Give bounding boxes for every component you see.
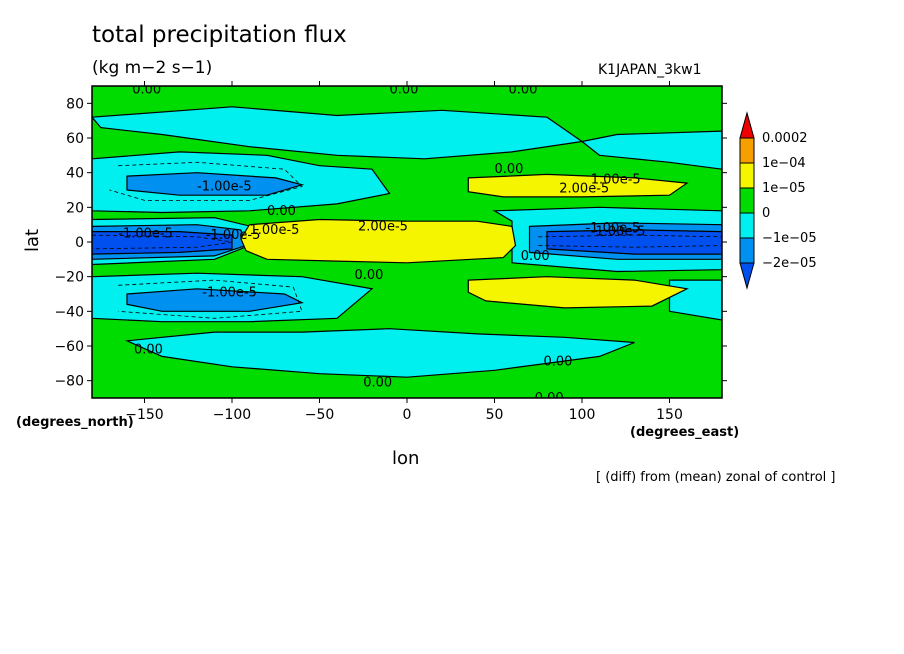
chart-title: total precipitation flux: [92, 22, 347, 48]
colorbar-label: 0: [762, 206, 770, 221]
colorbar-label: −2e−05: [762, 256, 817, 271]
colorbar-swatch: [739, 187, 755, 214]
negative-contour-line: [118, 279, 303, 319]
x-tick-label: 100: [569, 407, 596, 423]
y-tick-label: 60: [66, 131, 84, 147]
x-tick-label: −150: [125, 407, 163, 423]
colorbar-swatch: [739, 137, 755, 164]
colorbar-swatch: [739, 162, 755, 189]
colorbar-label: 1e−04: [762, 156, 806, 171]
footnote: [ (diff) from (mean) zonal of control ]: [596, 470, 836, 485]
colorbar: 0.0002 1e−04 1e−05 0 −1e−05 −2e−05: [739, 111, 817, 290]
x-axis-units: (degrees_east): [630, 425, 740, 440]
contour-label: 2.00e-5: [358, 219, 408, 234]
contour-label: 0.00: [355, 268, 384, 283]
x-tick-label: 50: [486, 407, 504, 423]
contour-label: 0.00: [267, 204, 296, 219]
contour-label: -1.00e-5: [118, 226, 173, 241]
contour-label: 0.00: [134, 342, 163, 357]
chart-units: (kg m−2 s−1): [92, 58, 213, 78]
y-tick-label: 40: [66, 166, 84, 182]
contour-region: [240, 218, 517, 264]
axis-ticks: −150 −100 −50 0 50 100 150 80 60 40 20 0 −20 −40 −60 −8…: [54, 81, 727, 423]
y-tick-label: −20: [54, 270, 84, 286]
contour-region: [580, 130, 722, 170]
x-tick-label: 150: [656, 407, 683, 423]
contour-label: 0.00: [509, 82, 538, 97]
colorbar-bottom-arrow: [739, 262, 755, 290]
colorbar-top-arrow: [739, 111, 755, 139]
x-axis-label: lon: [392, 448, 420, 469]
contour-label: 0.00: [390, 82, 419, 97]
contour-label: 0.00: [495, 162, 524, 177]
contour-label: 1.00e-5: [250, 223, 300, 238]
y-tick-label: 20: [66, 200, 84, 216]
contour-label: 0.00: [132, 82, 161, 97]
y-tick-label: −60: [54, 339, 84, 355]
contour-label: -1.00e-5: [586, 221, 641, 236]
contour-label: 0.00: [544, 355, 573, 370]
y-tick-label: −40: [54, 304, 84, 320]
colorbar-swatch: [739, 237, 755, 264]
negative-contour-line: [109, 161, 303, 201]
contour-label: 0.00: [521, 249, 550, 264]
contour-label: -1.00e-5: [206, 228, 261, 243]
y-tick-label: −80: [54, 374, 84, 390]
run-label: K1JAPAN_3kw1: [598, 62, 702, 78]
contour-label: 0.00: [363, 375, 392, 390]
x-tick-label: 0: [403, 407, 412, 423]
y-axis-label: lat: [22, 228, 43, 252]
contour-region: [124, 328, 635, 378]
negative-contour-line: [92, 234, 233, 250]
contour-label: 1.00e-5: [591, 173, 641, 188]
colorbar-label: −1e−05: [762, 231, 817, 246]
contour-region: [126, 288, 304, 312]
contour-label: -1.00e-5: [197, 180, 252, 195]
contour-field: 0.00 0.00 0.00 0.00 0.00 0.00 0.00 0.00 0.00 0.00…: [92, 82, 722, 406]
x-tick-label: −100: [213, 407, 251, 423]
contour-label: -1.00e-5: [202, 285, 257, 300]
negative-contour-line: [538, 234, 722, 238]
colorbar-label: 1e−05: [762, 181, 806, 196]
x-tick-label: −50: [305, 407, 335, 423]
contour-label: -1.00e-5: [591, 225, 646, 240]
contour-region: [467, 173, 689, 198]
y-tick-label: 0: [75, 235, 84, 251]
negative-contour-line: [538, 245, 722, 248]
contour-region: [92, 106, 584, 160]
colorbar-label: 0.0002: [762, 131, 808, 146]
y-axis-units: (degrees_north): [16, 415, 134, 430]
y-tick-label: 80: [66, 96, 84, 112]
contour-label: 0.00: [535, 391, 564, 406]
contour-region: [126, 172, 305, 196]
contour-region: [467, 276, 689, 309]
colorbar-swatch: [739, 212, 755, 239]
contour-label: 2.00e-5: [559, 181, 609, 196]
